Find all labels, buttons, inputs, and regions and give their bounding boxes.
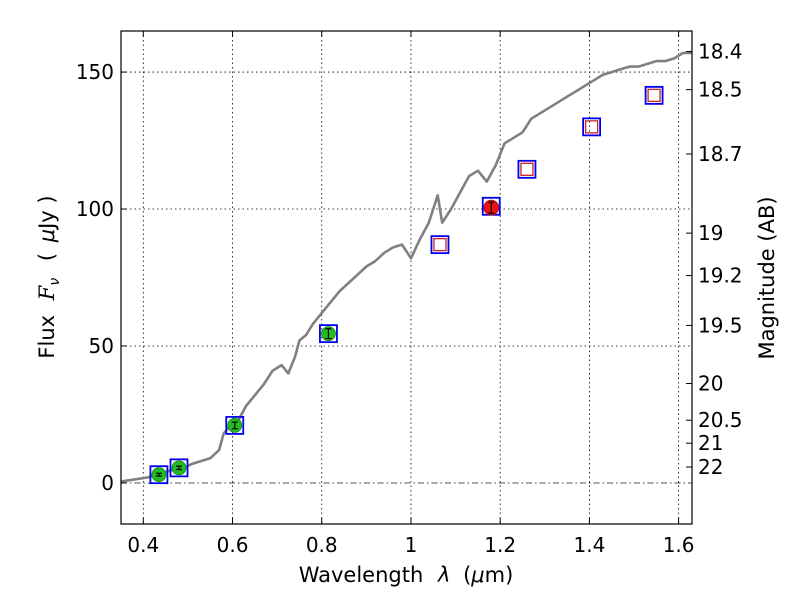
y-axis-label-open: (: [35, 253, 59, 261]
x-axis-label-open: (: [463, 563, 471, 587]
y2-tick-label: 19: [698, 221, 723, 245]
y2-tick-label: 21: [698, 431, 723, 455]
y-tick-label: 0: [101, 471, 114, 495]
model-flux-box: [582, 117, 602, 137]
y2-axis-label: Magnitude (AB): [755, 196, 779, 359]
y-axis-label-unit: Jy ): [35, 195, 59, 231]
y-axis-label-subscript: ν: [47, 278, 63, 286]
y2-tick-label: 18.5: [698, 78, 743, 102]
x-axis-label-symbol: λ: [437, 563, 450, 587]
photometry-marker-layer: [149, 85, 664, 485]
x-axis-label: Wavelength λ (μm): [299, 563, 514, 587]
x-tick-label: 1.6: [663, 533, 695, 557]
x-tick-label: 0.8: [306, 533, 338, 557]
y-tick-label: 50: [89, 334, 114, 358]
y2-tick-label: 18.7: [698, 142, 743, 166]
y2-tick-label: 20: [698, 371, 723, 395]
y2-tick-label: 19.5: [698, 313, 743, 337]
model-flux-box: [644, 85, 664, 105]
y-axis-label: Flux Fν ( μJy ): [35, 195, 64, 358]
model-flux-box: [149, 465, 169, 485]
y2-tick-label: 18.4: [698, 40, 743, 64]
x-tick-label: 1: [405, 533, 418, 557]
model-spectrum-line: [120, 51, 692, 483]
model-flux-box: [430, 235, 450, 255]
open-square-marker: [433, 237, 447, 252]
model-flux-box: [319, 324, 338, 344]
open-square-marker: [584, 120, 599, 134]
y2-tick-label: 20.5: [698, 408, 743, 432]
model-flux-box: [225, 415, 245, 435]
grid-layer: [121, 31, 692, 524]
open-square-marker: [520, 162, 534, 176]
model-flux-box: [169, 458, 189, 478]
y2-tick-label: 22: [698, 455, 723, 479]
model-spectrum-layer: [120, 51, 692, 483]
x-axis-label-unit: m): [485, 563, 514, 587]
y-tick-label: 100: [76, 197, 114, 221]
open-square-marker: [647, 88, 661, 103]
x-axis-label-mu: μ: [470, 563, 484, 587]
y-axis-label-symbol: F: [35, 284, 59, 301]
x-axis-label-text: Wavelength: [299, 563, 424, 587]
x-tick-label: 1.4: [573, 533, 605, 557]
y-axis-label-text: Flux: [35, 315, 59, 359]
x-tick-label: 0.6: [217, 533, 249, 557]
y-axis-label-mu: μ: [35, 229, 59, 243]
model-flux-box: [517, 159, 537, 179]
y-tick-label: 150: [76, 60, 114, 84]
x-tick-label: 0.4: [127, 533, 159, 557]
x-tick-label: 1.2: [484, 533, 516, 557]
y2-tick-label: 19.2: [698, 264, 743, 288]
tick-layer: 0.4 0.6 0.8 1 1.2 1.4 1.6 0 50 100 150 18.4 18.5 18.7…: [76, 31, 743, 557]
plot-frame: [120, 30, 693, 525]
